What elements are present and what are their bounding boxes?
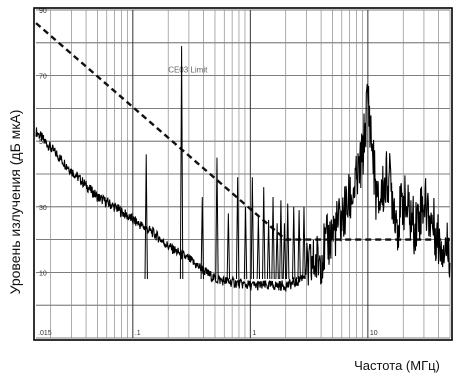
harmonic-spike: [279, 200, 283, 279]
emission-trace: [35, 83, 451, 293]
y-axis-label: Уровень излучения (дБ мкА): [7, 110, 23, 295]
y-tick-label: 30: [39, 205, 47, 212]
harmonic-spike: [282, 223, 287, 279]
harmonic-spike: [243, 206, 248, 279]
harmonic-spike: [179, 46, 184, 279]
plot-frame: [33, 7, 453, 341]
harmonic-spike: [275, 223, 279, 279]
x-tick-label: 10: [370, 330, 378, 337]
harmonic-spike: [144, 154, 148, 279]
x-tick-label: 1: [252, 330, 256, 337]
grid: [36, 9, 451, 339]
tick-labels: .015 .1 1 10 10 30 50 70 90: [38, 8, 378, 337]
harmonic-spike: [297, 210, 301, 279]
harmonic-spike: [292, 206, 296, 279]
y-tick-label: 10: [39, 270, 47, 277]
harmonic-spike: [200, 196, 204, 279]
y-tick-label: 50: [39, 139, 47, 146]
x-tick-label: .1: [135, 330, 141, 337]
harmonic-spike: [262, 187, 266, 279]
x-axis-label: Частота (МГц): [354, 358, 440, 373]
harmonic-spike: [256, 216, 261, 279]
harmonic-spike: [266, 219, 271, 279]
harmonic-spike: [235, 177, 240, 279]
y-tick-label: 70: [39, 74, 47, 81]
harmonic-spike: [271, 196, 275, 279]
ce03-limit-annotation: CE03 Limit: [168, 65, 208, 74]
harmonic-spike: [215, 157, 219, 279]
x-tick-label: .015: [38, 330, 52, 337]
series-layer: [35, 22, 451, 293]
harmonic-spike: [302, 206, 306, 279]
harmonic-spike: [250, 177, 255, 279]
y-tick-label: 90: [39, 8, 47, 15]
harmonic-spike: [286, 203, 290, 279]
harmonic-spike: [226, 213, 231, 279]
limit-line: [35, 22, 450, 241]
